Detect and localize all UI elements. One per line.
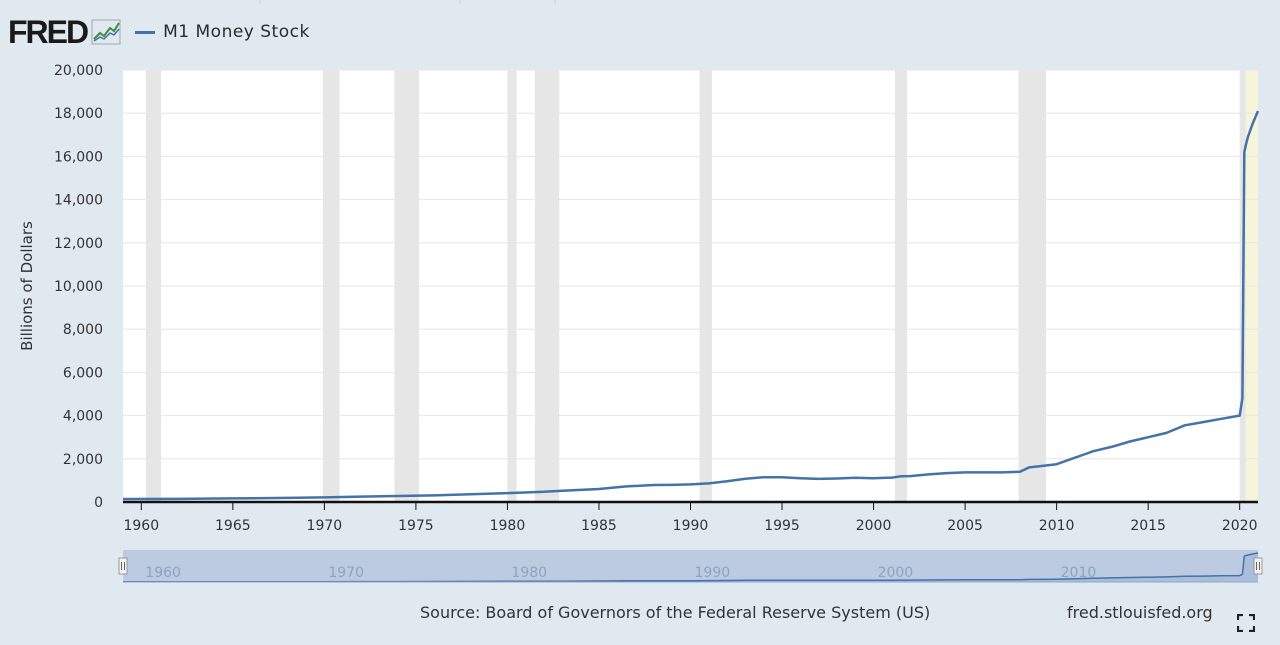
x-tick-label: 1985 bbox=[581, 518, 617, 534]
series-line bbox=[122, 110, 1260, 501]
x-tick-label: 2015 bbox=[1130, 518, 1166, 534]
y-tick-label: 6,000 bbox=[63, 365, 103, 381]
navigator-tick-label: 2010 bbox=[1061, 565, 1097, 581]
navigator-line bbox=[123, 552, 1259, 583]
x-tick-label: 1990 bbox=[673, 518, 709, 534]
source-note: Source: Board of Governors of the Federa… bbox=[420, 603, 931, 622]
y-tick-label: 16,000 bbox=[54, 149, 103, 165]
y-tick-label: 8,000 bbox=[63, 322, 103, 338]
chart-header: FRED M1 Money Stock bbox=[8, 12, 310, 52]
navigator-tick-label: 1960 bbox=[145, 565, 181, 581]
y-tick-label: 10,000 bbox=[54, 279, 103, 295]
navigator-handle-left[interactable] bbox=[118, 557, 128, 575]
y-axis-title: Billions of Dollars bbox=[18, 221, 36, 351]
y-tick-label: 12,000 bbox=[54, 236, 103, 252]
x-tick-label: 1965 bbox=[215, 518, 251, 534]
fred-logo-text: FRED bbox=[8, 14, 89, 50]
x-tick-label: 1995 bbox=[764, 518, 800, 534]
y-tick-label: 14,000 bbox=[54, 193, 103, 209]
y-tick-label: 4,000 bbox=[63, 409, 103, 425]
x-tick-label: 1975 bbox=[398, 518, 434, 534]
x-tick-label: 2005 bbox=[947, 518, 983, 534]
range-navigator[interactable]: 1960 1970 1980 1990 2000 2010 bbox=[118, 550, 1263, 583]
x-tick-label: 1970 bbox=[307, 518, 343, 534]
top-tab-strip bbox=[0, 0, 1280, 4]
y-tick-label: 18,000 bbox=[54, 106, 103, 122]
legend-swatch bbox=[135, 30, 156, 34]
navigator-handle-right[interactable] bbox=[1253, 557, 1263, 575]
legend-label: M1 Money Stock bbox=[163, 22, 310, 42]
navigator-tick-label: 1990 bbox=[695, 565, 731, 581]
legend[interactable]: M1 Money Stock bbox=[135, 22, 310, 42]
navigator-tick-label: 2000 bbox=[878, 565, 914, 581]
x-tick-label: 2010 bbox=[1039, 518, 1075, 534]
x-tick-label: 1960 bbox=[123, 518, 159, 534]
trend-line-icon bbox=[91, 19, 121, 45]
navigator-tick-label: 1980 bbox=[511, 565, 547, 581]
navigator-mask bbox=[123, 550, 1258, 582]
y-tick-label: 2,000 bbox=[63, 452, 103, 468]
y-tick-label: 20,000 bbox=[54, 63, 103, 79]
site-link[interactable]: fred.stlouisfed.org bbox=[1067, 603, 1213, 622]
x-tick-label: 2020 bbox=[1222, 518, 1258, 534]
x-tick-label: 1980 bbox=[490, 518, 526, 534]
x-tick-label: 2000 bbox=[856, 518, 892, 534]
fred-logo[interactable]: FRED bbox=[8, 16, 121, 48]
fullscreen-icon[interactable] bbox=[1237, 614, 1255, 632]
navigator-tick-label: 1970 bbox=[328, 565, 364, 581]
navigator-area bbox=[123, 553, 1258, 582]
y-tick-label: 0 bbox=[94, 495, 103, 511]
